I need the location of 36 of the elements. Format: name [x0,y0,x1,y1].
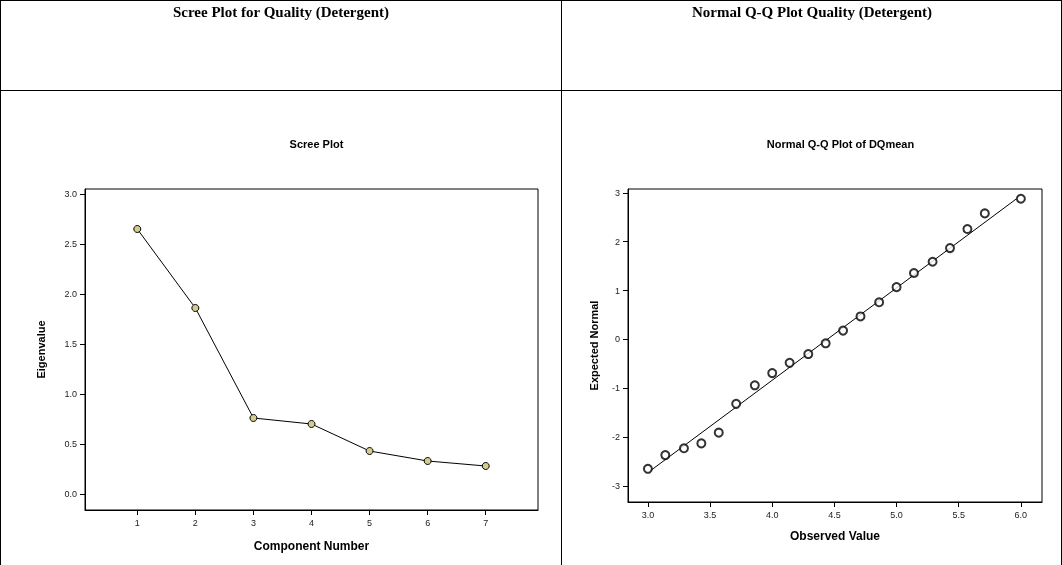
y-tick-label: 3 [614,187,620,198]
y-tick-label: 1.5 [64,339,77,349]
x-tick-label: 2 [192,517,198,528]
chart-title: Normal Q-Q Plot Quality (Detergent) [562,1,1062,91]
x-axis-title: Component Number [253,539,370,553]
y-tick-label: -2 [611,432,620,443]
chart-subtitle: Scree Plot [289,137,344,150]
y-axis-title: Expected Normal [587,300,600,391]
x-tick-label: 7 [483,517,489,528]
y-axis-title: Eigenvalue [34,320,47,379]
x-tick-label: 3 [250,517,256,528]
y-tick-label: 2 [614,236,620,247]
x-tick-label: 1 [134,517,140,528]
y-tick-label: 2.0 [64,289,77,299]
x-tick-label: 3.5 [703,509,717,520]
y-tick-label: 0 [614,334,620,345]
y-tick-label: -1 [611,383,620,394]
x-tick-label: 6.0 [1014,509,1028,520]
y-tick-label: 0.0 [64,489,77,499]
chart-subtitle: Normal Q-Q Plot of DQmean [766,137,915,150]
x-tick-label: 5.0 [890,509,903,520]
x-tick-label: 6 [425,517,431,528]
chart-title: Scree Plot for Quality (Detergent) [1,1,561,91]
y-tick-label: 1.0 [64,389,77,399]
x-tick-label: 5 [367,517,373,528]
x-axis-title: Observed Value [789,529,881,543]
x-tick-label: 5.5 [952,509,965,520]
y-tick-label: 2.5 [64,239,77,249]
y-tick-label: 0.5 [64,439,77,449]
x-tick-label: 3.0 [641,509,655,520]
x-tick-label: 4 [308,517,315,528]
y-tick-label: 3.0 [64,189,77,199]
y-tick-label: 1 [614,285,620,296]
y-tick-label: -3 [611,480,620,491]
x-tick-label: 4.0 [765,509,779,520]
x-tick-label: 4.5 [828,509,841,520]
